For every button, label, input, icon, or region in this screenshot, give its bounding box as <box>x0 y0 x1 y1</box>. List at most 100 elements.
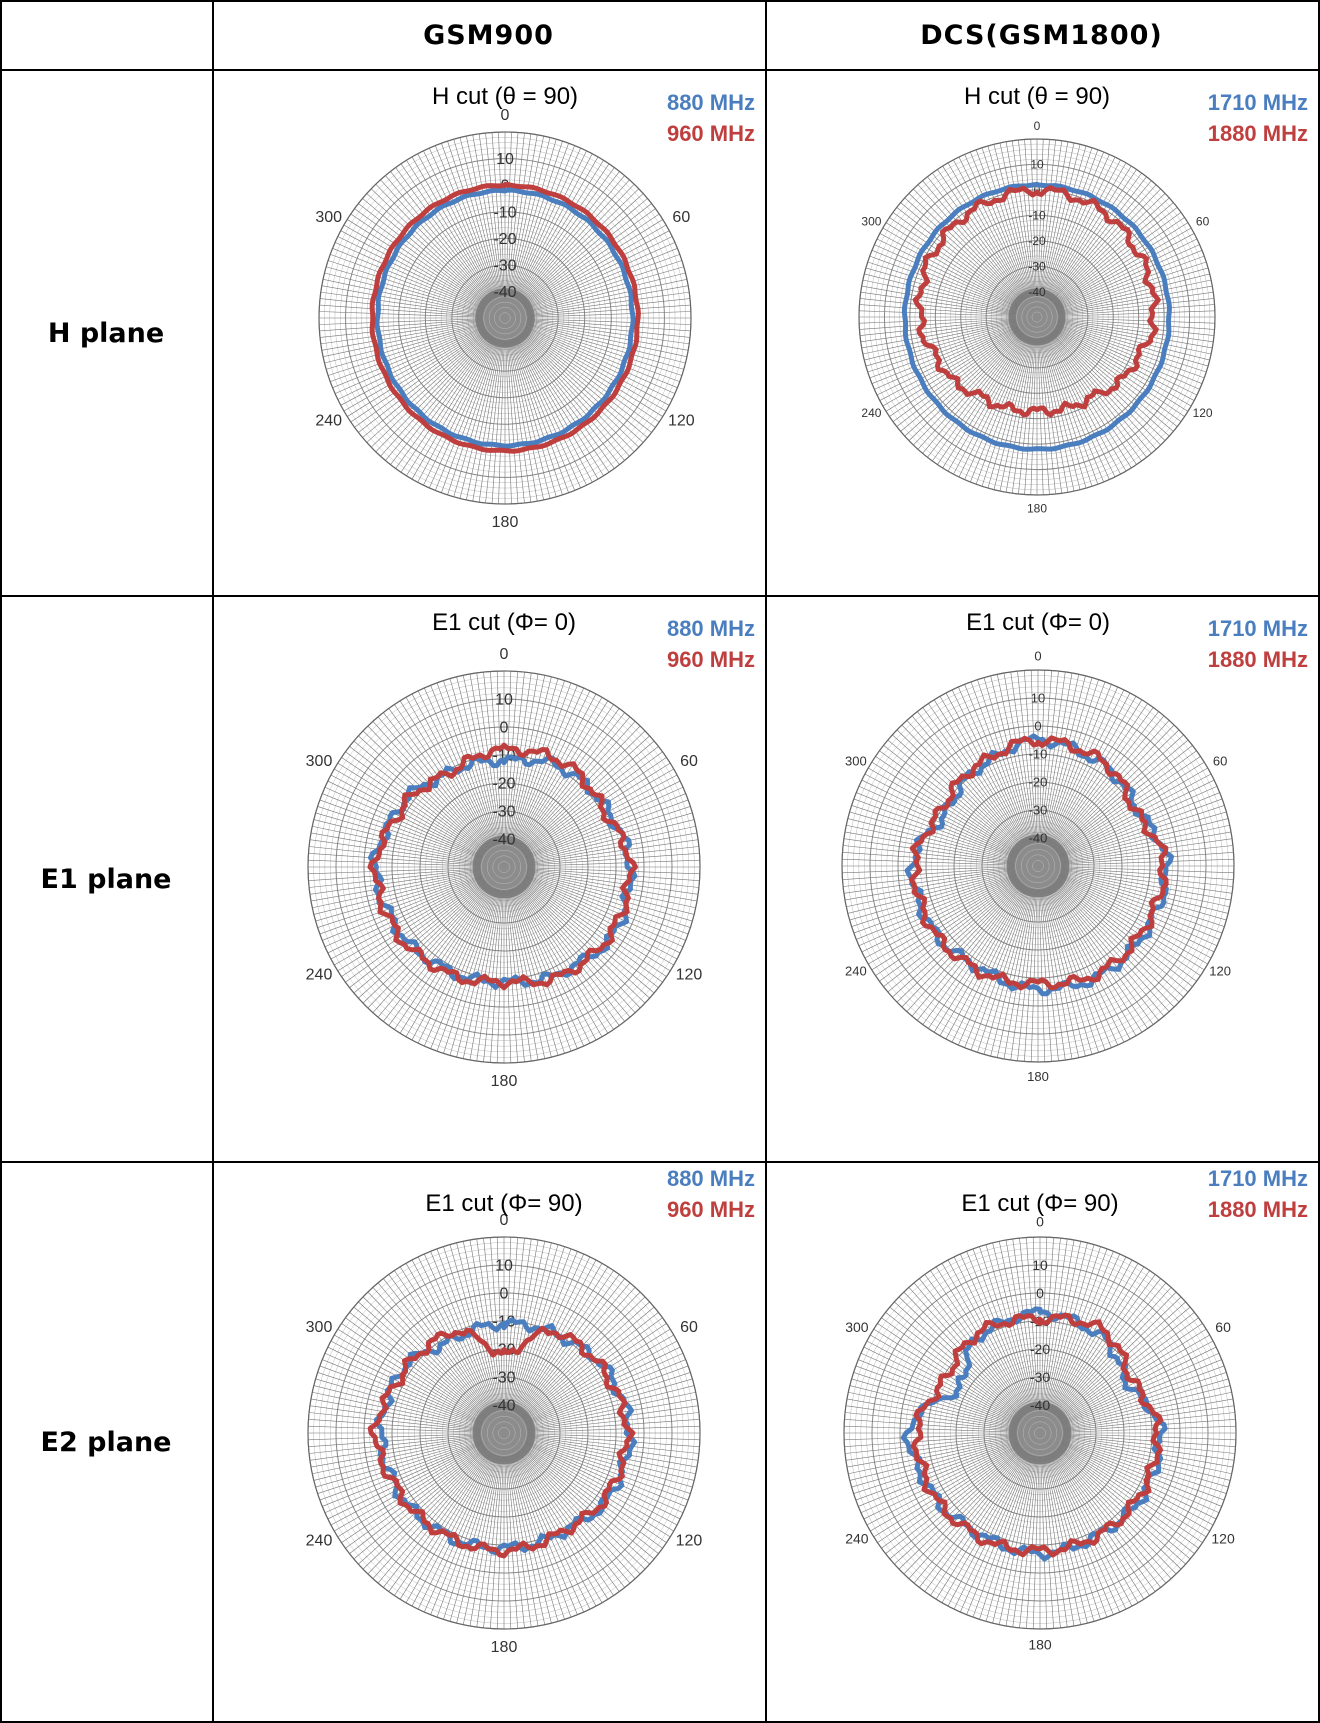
polar-spoke <box>527 868 700 881</box>
polar-spoke <box>511 141 563 297</box>
polar-spoke <box>490 1456 503 1629</box>
polar-spoke <box>341 879 485 977</box>
polar-spoke <box>849 872 1016 921</box>
polar-spoke <box>1061 866 1234 874</box>
polar-spoke <box>332 248 485 310</box>
polar-spoke <box>942 334 1026 469</box>
polar-spoke <box>327 1346 483 1423</box>
angle-tick-label: 180 <box>1028 1636 1052 1652</box>
polar-spoke <box>308 859 481 867</box>
polar-spoke <box>1058 318 1215 336</box>
polar-spoke <box>953 159 1028 299</box>
polar-spoke <box>527 1419 700 1432</box>
polar-spoke <box>327 1443 483 1520</box>
polar-spoke <box>513 147 581 298</box>
angle-tick-label: 60 <box>1215 1319 1231 1335</box>
polar-spoke <box>859 318 1016 336</box>
polar-spoke <box>526 873 693 922</box>
polar-spoke <box>526 323 684 370</box>
polar-spoke <box>309 1435 481 1461</box>
polar-spoke <box>345 751 486 854</box>
polar-spoke <box>932 334 1025 462</box>
polar-spoke <box>525 326 676 394</box>
polar-spoke <box>922 884 1025 1025</box>
polar-spoke <box>1024 670 1037 843</box>
polar-spoke <box>1038 338 1056 495</box>
polar-spoke <box>509 339 544 500</box>
polar-spoke <box>1059 1328 1207 1421</box>
polar-spoke <box>1058 319 1214 343</box>
polar-spoke <box>504 890 512 1063</box>
polar-spoke <box>1044 1241 1082 1411</box>
polar-spoke <box>855 1440 1019 1501</box>
polar-spoke <box>882 227 1019 307</box>
polar-spoke <box>1052 884 1159 1021</box>
polar-spoke <box>390 335 492 465</box>
polar-spoke <box>322 793 483 859</box>
polar-spoke <box>483 890 502 1062</box>
polar-spoke <box>908 331 1022 441</box>
polar-spoke <box>447 141 499 297</box>
polar-spoke <box>903 1291 1024 1417</box>
polar-spoke <box>506 890 532 1062</box>
polar-spoke <box>1012 1456 1038 1628</box>
polar-spoke <box>308 1419 481 1432</box>
polar-spoke <box>1055 1287 1172 1416</box>
polar-spoke <box>443 889 498 1054</box>
polar-spoke <box>525 874 689 935</box>
polar-spoke <box>330 877 484 960</box>
polar-spoke <box>1054 882 1175 1008</box>
polar-spoke <box>405 1453 493 1603</box>
polar-spoke <box>1044 1455 1082 1625</box>
polar-spoke <box>1043 1239 1075 1410</box>
polar-spoke <box>521 1301 650 1418</box>
polar-spoke <box>1042 1238 1061 1410</box>
polar-spoke <box>324 1442 483 1513</box>
polar-spoke <box>324 272 484 313</box>
polar-spoke <box>367 883 488 1009</box>
polar-spoke <box>865 267 1017 312</box>
polar-spoke <box>908 1450 1025 1579</box>
chart-cell-e1-dcs: 10 0 -10 -20 -30 -40 0 60 120 180 240 300 E1 cut (Φ=… <box>765 596 1318 1162</box>
polar-spoke <box>853 1439 1018 1494</box>
angle-tick-label: 240 <box>845 1531 869 1547</box>
polar-spoke <box>1026 1237 1039 1410</box>
polar-spoke <box>313 872 482 915</box>
polar-spoke <box>469 1456 501 1627</box>
polar-spoke <box>1047 1248 1108 1412</box>
angle-tick-label: 0 <box>500 646 509 663</box>
polar-spoke <box>521 1447 655 1560</box>
polar-spoke <box>883 880 1020 987</box>
polar-spoke <box>519 1450 636 1579</box>
polar-spoke <box>319 318 483 325</box>
polar-spoke <box>1044 336 1099 485</box>
polar-spoke <box>885 328 1020 412</box>
polar-spoke <box>1051 707 1154 848</box>
polar-spoke <box>522 203 652 305</box>
legend-entry: 1710 MHz <box>1208 616 1308 641</box>
polar-spoke <box>1049 176 1147 301</box>
polar-spoke <box>485 340 503 504</box>
polar-spoke <box>1047 1454 1108 1618</box>
chart-cell-e2-gsm900: 10 0 -10 -20 -30 -40 0 60 120 180 240 300 E1 cut (Φ=… <box>212 1162 765 1723</box>
polar-spoke <box>526 1385 695 1428</box>
polar-spoke <box>512 338 569 493</box>
polar-spoke <box>993 337 1033 490</box>
polar-spoke <box>527 869 699 888</box>
polar-spoke <box>1045 887 1106 1051</box>
polar-spoke <box>312 825 482 863</box>
polar-spoke <box>1051 1263 1139 1413</box>
polar-spoke <box>1017 671 1036 843</box>
polar-spoke <box>1059 873 1223 934</box>
polar-spoke <box>527 859 700 867</box>
polar-spoke <box>524 224 667 308</box>
angle-tick-label: 300 <box>315 209 342 226</box>
polar-spoke <box>896 882 1022 1003</box>
polar-spoke <box>1054 882 1180 1003</box>
polar-spoke <box>1044 888 1093 1055</box>
angle-tick-label: 60 <box>680 1319 698 1336</box>
polar-spoke <box>896 207 1021 305</box>
polar-spoke <box>526 272 686 313</box>
polar-spoke <box>1005 1456 1037 1627</box>
polar-spoke <box>310 832 481 864</box>
